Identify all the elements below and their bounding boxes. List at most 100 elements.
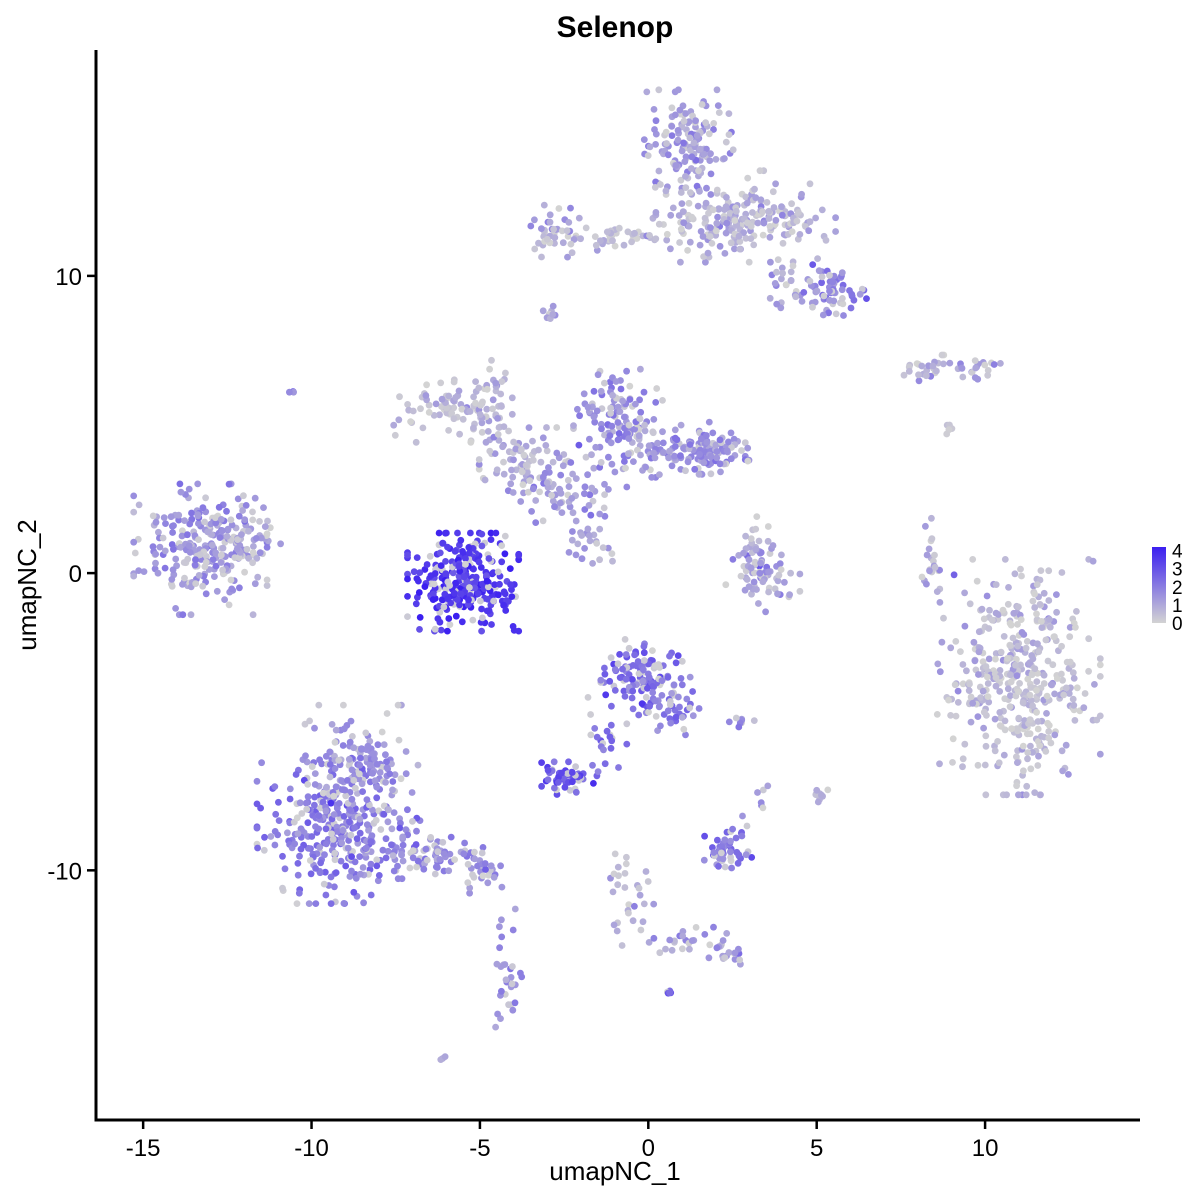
cell-point <box>652 141 659 148</box>
cell-point <box>584 525 592 533</box>
cell-point <box>348 867 355 875</box>
cell-point <box>373 862 381 870</box>
cell-point <box>175 511 183 519</box>
cell-point <box>479 614 486 622</box>
cell-point <box>620 241 628 249</box>
cell-point <box>543 447 551 455</box>
cell-point <box>1023 638 1031 645</box>
cell-point <box>637 926 645 934</box>
cell-point <box>586 537 594 545</box>
cell-point <box>402 770 410 778</box>
cell-point <box>508 980 516 988</box>
cell-point <box>980 615 988 623</box>
cell-point <box>611 666 619 674</box>
cell-point <box>487 529 495 537</box>
cell-point <box>484 583 492 591</box>
cell-point <box>435 529 443 537</box>
cell-point <box>334 828 341 835</box>
cell-point <box>1047 681 1055 688</box>
cell-point <box>967 718 975 726</box>
cell-point <box>630 458 637 465</box>
cell-point <box>548 491 555 499</box>
cell-point <box>179 581 186 588</box>
cell-point <box>707 452 715 460</box>
cell-point <box>934 660 942 668</box>
cell-point <box>938 638 946 646</box>
cell-point <box>734 859 742 867</box>
cell-point <box>796 570 804 578</box>
cell-point <box>373 856 381 864</box>
cell-point <box>707 191 715 198</box>
cell-point <box>249 611 257 619</box>
cell-point <box>316 869 324 877</box>
cell-point <box>622 860 630 868</box>
cell-point <box>374 877 382 885</box>
cell-point <box>277 540 284 548</box>
cell-point <box>736 956 744 964</box>
cell-point <box>249 549 257 556</box>
cell-point <box>1015 791 1022 799</box>
cell-point <box>440 850 448 858</box>
cell-point <box>677 225 685 233</box>
cell-point <box>1045 728 1053 735</box>
cell-point <box>716 242 724 250</box>
cell-point <box>156 543 164 551</box>
cell-point <box>342 862 350 870</box>
cell-point <box>607 654 615 661</box>
cell-point <box>544 766 552 774</box>
cell-point <box>586 491 594 499</box>
cell-point <box>751 558 759 566</box>
cell-point <box>375 872 383 879</box>
cell-point <box>787 569 794 577</box>
cell-point <box>766 223 774 230</box>
cell-point <box>159 534 167 542</box>
cell-point <box>1046 616 1053 623</box>
cell-point <box>1035 752 1042 760</box>
cell-point <box>682 173 689 180</box>
cell-point <box>224 525 232 533</box>
cell-point <box>590 413 598 421</box>
cell-point <box>621 693 629 700</box>
cell-point <box>458 618 466 626</box>
cell-point <box>258 759 265 767</box>
cell-point <box>742 234 750 242</box>
cell-point <box>1096 673 1104 680</box>
cell-point <box>404 401 411 408</box>
cell-point <box>410 568 418 576</box>
cell-point <box>635 711 643 719</box>
cell-point <box>623 720 631 728</box>
cell-point <box>549 302 557 310</box>
cell-point <box>351 858 359 866</box>
x-axis-ticks: -15 -10 -5 0 5 10 <box>126 1120 998 1162</box>
cell-point <box>212 514 219 522</box>
cell-point <box>1004 655 1011 662</box>
cell-point <box>492 1023 499 1031</box>
cell-point <box>305 900 313 907</box>
cell-point <box>484 428 492 435</box>
cell-point <box>995 759 1003 767</box>
cell-point <box>678 657 686 665</box>
cell-point <box>383 764 391 771</box>
cell-point <box>796 231 804 238</box>
cell-point <box>638 700 646 707</box>
cell-point <box>601 664 608 672</box>
cell-point <box>487 536 495 543</box>
cell-point <box>520 451 528 459</box>
cell-point <box>373 794 381 802</box>
cell-point <box>750 241 758 249</box>
cell-point <box>406 864 414 872</box>
cell-point <box>663 230 671 238</box>
cell-point <box>439 539 447 547</box>
cell-point <box>1053 591 1060 598</box>
cell-point <box>525 424 533 431</box>
cell-point <box>929 362 937 370</box>
cell-point <box>798 190 805 198</box>
cell-point <box>940 360 947 368</box>
cell-point <box>241 568 249 576</box>
cell-point <box>1015 714 1023 722</box>
cell-point <box>686 238 694 246</box>
cell-point <box>743 822 751 830</box>
cell-point <box>450 589 458 597</box>
cell-point <box>1024 749 1032 756</box>
cell-point <box>782 281 790 288</box>
